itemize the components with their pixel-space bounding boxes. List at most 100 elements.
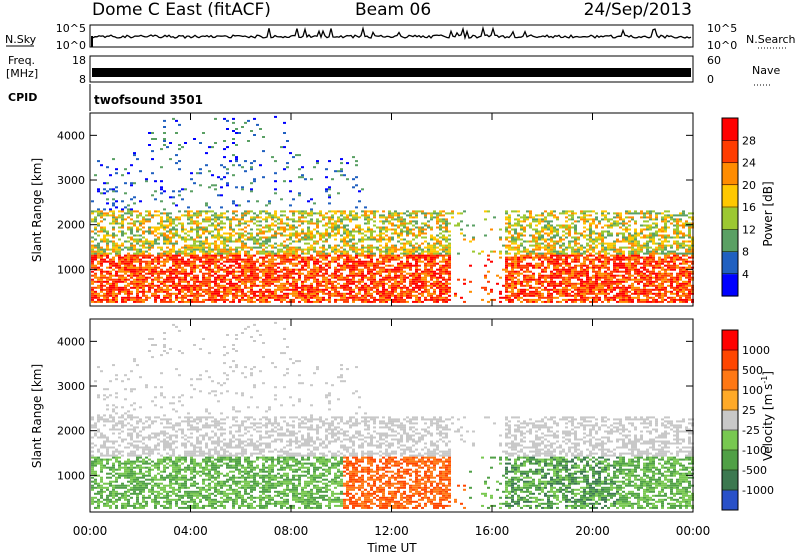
power-cell [94,272,97,275]
power-cell [181,188,184,191]
power-cell [490,228,493,231]
power-cell [322,236,325,239]
power-cell [307,264,310,267]
power-cell [286,216,289,219]
power-cell [373,224,376,227]
power-cell [514,224,517,227]
power-cell [556,274,559,277]
power-cell [190,288,193,291]
power-cell [178,292,181,295]
power-cell [187,210,190,213]
power-cell [358,240,361,243]
power-cell [586,256,589,259]
power-cell [484,286,487,289]
power-cell [268,212,271,215]
power-cell [235,292,238,295]
power-cell [265,236,268,239]
power-cell [499,236,502,239]
power-cell [367,294,370,297]
power-cell [187,262,190,265]
power-cell [202,240,205,243]
power-cell [400,256,403,259]
power-cell [103,252,106,255]
power-cell [571,300,574,303]
power-cell [349,268,352,271]
power-cell [400,290,403,293]
power-cell [379,278,382,281]
power-cell [193,280,196,283]
power-cell [556,230,559,233]
power-cell [145,264,148,267]
power-cell [223,280,226,283]
power-cell [304,284,307,287]
power-cell [202,262,205,265]
power-cell [289,218,292,221]
power-cell [427,298,430,301]
power-cell [247,260,250,263]
power-cell [133,152,136,155]
power-cell [316,226,319,229]
power-cell [577,294,580,297]
power-cell [394,224,397,227]
power-cell [334,300,337,303]
power-cell [214,184,217,187]
power-cell [358,228,361,231]
power-cell [106,214,109,217]
power-cell [217,230,220,233]
power-cell [205,290,208,293]
power-cell [274,292,277,295]
power-cell [565,262,568,265]
power-cell [136,272,139,275]
power-cell [403,226,406,229]
power-cell [181,236,184,239]
power-cell [478,252,481,255]
power-cell [277,262,280,265]
power-cell [181,288,184,291]
power-cell [358,298,361,301]
power-cell [286,256,289,259]
power-cell [229,272,232,275]
power-cell [148,132,151,134]
power-cell [286,140,289,142]
power-cell [178,123,181,126]
power-cell [109,282,112,285]
power-cell [145,230,148,233]
power-cell [313,268,316,271]
power-cell [94,250,97,253]
power-cell [169,222,172,225]
power-cell [247,232,250,235]
power-cell [505,290,508,293]
power-cell [460,212,463,215]
power-cell [388,254,391,257]
power-cell [397,296,400,299]
power-cell [199,280,202,283]
power-cell [100,276,103,279]
power-cell [514,230,517,233]
power-cell [373,238,376,241]
power-cell [178,160,181,163]
power-cell [523,254,526,257]
power-cell [511,282,514,285]
power-cell [469,280,472,283]
power-cell [586,298,589,301]
power-cell [253,254,256,257]
power-cell [334,270,337,273]
power-cell [574,242,577,245]
power-cell [457,252,460,255]
power-cell [175,228,178,231]
power-cell [301,236,304,239]
power-cell [226,294,229,297]
power-cell [310,290,313,293]
power-cell [589,218,592,221]
power-cell [271,256,274,259]
power-cell [142,256,145,259]
power-cell [115,246,118,249]
power-cell [559,246,562,249]
power-cell [313,246,316,249]
power-cell [202,276,205,279]
power-cell [229,258,232,261]
power-cell [382,232,385,235]
power-cell [112,226,115,229]
power-cell [343,266,346,269]
power-cell [484,234,487,237]
